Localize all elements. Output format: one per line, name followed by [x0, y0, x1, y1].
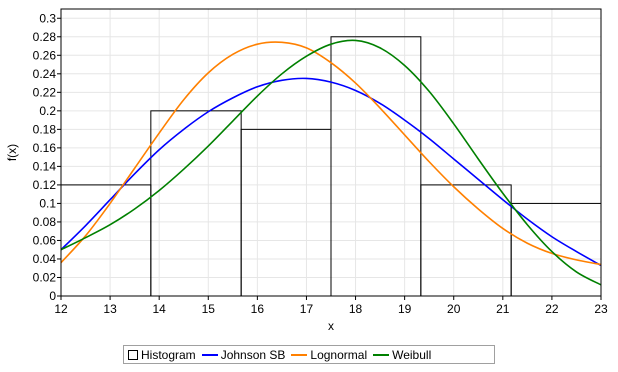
y-tick-label: 0.12 [33, 178, 57, 192]
y-tick-label: 0.06 [33, 233, 57, 247]
x-tick-label: 14 [153, 302, 167, 316]
curves-layer [60, 39, 602, 286]
y-tick-label: 0.3 [39, 11, 56, 25]
y-tick-label: 0.1 [39, 196, 56, 210]
series-line-weibull [60, 39, 602, 286]
legend-label-lognormal: Lognormal [310, 347, 368, 362]
x-axis-title: x [328, 319, 334, 333]
x-tick-label: 15 [202, 302, 216, 316]
y-tick-label: 0.2 [39, 104, 56, 118]
x-tick-label: 18 [349, 302, 363, 316]
x-tick-label: 22 [545, 302, 559, 316]
legend-swatch-lognormal [291, 353, 308, 356]
series-line-lognormal [60, 41, 602, 266]
legend-item-histogram: Histogram [128, 348, 196, 362]
x-tick-label: 13 [103, 302, 117, 316]
plot-frame [60, 8, 602, 297]
y-tick-label: 0.26 [33, 48, 57, 62]
legend-swatch-johnson-sb [201, 353, 218, 356]
legend-item-weibull: Weibull [373, 348, 431, 362]
y-tick-label: 0.02 [33, 270, 57, 284]
x-tick-label: 23 [594, 302, 608, 316]
y-tick-label: 0 [49, 289, 56, 303]
x-tick-label: 19 [398, 302, 412, 316]
y-tick-label: 0.04 [33, 252, 57, 266]
legend-label-histogram: Histogram [141, 347, 196, 362]
x-tick-label: 12 [54, 302, 68, 316]
y-tick-label: 0.24 [33, 67, 57, 81]
legend-swatch-histogram [128, 349, 138, 360]
legend-item-johnson-sb: Johnson SB [201, 347, 286, 362]
x-tick-label: 16 [251, 302, 265, 316]
y-tick-label: 0.16 [33, 141, 57, 155]
x-tick-label: 21 [496, 302, 510, 316]
axis-layer: 0 0.02 0.04 0.06 0.08 0.1 0.12 0.14 0.16 0.18 0.2 0… [33, 8, 608, 316]
x-tick-label: 17 [300, 302, 314, 316]
legend-item-lognormal: Lognormal [291, 348, 367, 362]
legend-label-weibull: Weibull [392, 347, 432, 362]
legend: Histogram Johnson SB Lognormal Weibull [123, 345, 495, 364]
y-tick-label: 0.22 [33, 85, 57, 99]
y-tick-label: 0.08 [33, 215, 57, 229]
x-tick-label: 20 [447, 302, 461, 316]
y-tick-label: 0.28 [33, 30, 57, 44]
legend-label-johnson-sb: Johnson SB [220, 347, 286, 362]
y-tick-label: 0.18 [33, 122, 57, 136]
series-line-johnson-sb [60, 77, 602, 267]
y-tick-label: 0.14 [33, 159, 57, 173]
legend-swatch-weibull [373, 353, 390, 356]
y-axis-title: f(x) [5, 144, 19, 161]
